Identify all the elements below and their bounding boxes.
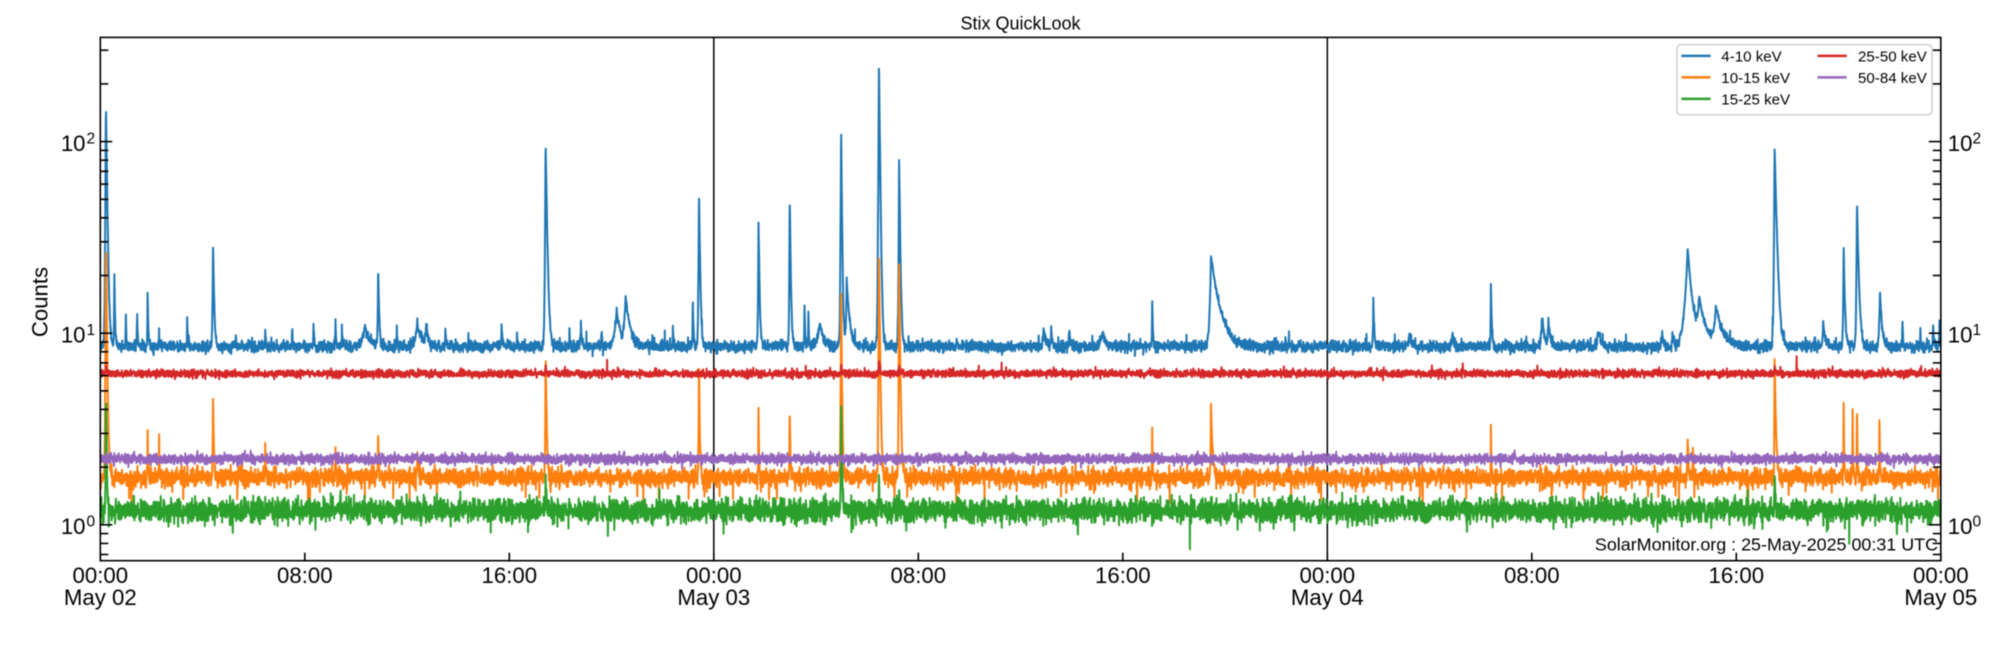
svg-text:00:00: 00:00 (1913, 563, 1969, 588)
svg-text:16:00: 16:00 (1709, 563, 1765, 588)
svg-text:10: 10 (61, 131, 86, 156)
svg-text:10-15 keV: 10-15 keV (1721, 70, 1790, 87)
svg-text:00:00: 00:00 (1300, 563, 1356, 588)
svg-text:Counts: Counts (28, 267, 53, 337)
svg-text:SolarMonitor.org : 25-May-2025: SolarMonitor.org : 25-May-2025 00:31 UTC (1595, 535, 1938, 555)
svg-text:15-25 keV: 15-25 keV (1721, 91, 1790, 108)
svg-text:10: 10 (1948, 514, 1973, 539)
svg-text:Stix QuickLook: Stix QuickLook (960, 14, 1081, 34)
svg-text:1: 1 (87, 322, 96, 339)
svg-text:10: 10 (61, 322, 86, 347)
svg-text:1: 1 (1973, 322, 1982, 339)
svg-text:25-50 keV: 25-50 keV (1858, 48, 1927, 65)
svg-text:08:00: 08:00 (891, 563, 947, 588)
svg-text:16:00: 16:00 (482, 563, 538, 588)
svg-text:10: 10 (1948, 322, 1973, 347)
svg-text:0: 0 (87, 514, 96, 531)
svg-text:0: 0 (1973, 514, 1982, 531)
svg-text:2: 2 (87, 130, 96, 147)
svg-text:00:00: 00:00 (686, 563, 742, 588)
svg-text:16:00: 16:00 (1095, 563, 1151, 588)
svg-text:00:00: 00:00 (73, 563, 129, 588)
svg-text:10: 10 (1948, 131, 1973, 156)
svg-text:May 03: May 03 (677, 585, 750, 610)
svg-text:May 05: May 05 (1904, 585, 1977, 610)
svg-text:May 02: May 02 (64, 585, 137, 610)
svg-text:May 04: May 04 (1291, 585, 1364, 610)
svg-text:10: 10 (61, 514, 86, 539)
svg-text:4-10 keV: 4-10 keV (1721, 48, 1781, 65)
svg-text:08:00: 08:00 (277, 563, 333, 588)
svg-text:2: 2 (1973, 130, 1982, 147)
svg-text:50-84 keV: 50-84 keV (1858, 70, 1927, 87)
svg-text:08:00: 08:00 (1504, 563, 1560, 588)
